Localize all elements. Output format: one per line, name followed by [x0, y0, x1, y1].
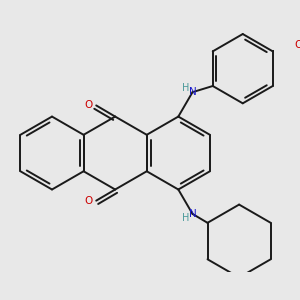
Text: H: H: [182, 83, 189, 93]
Text: O: O: [294, 40, 300, 50]
Text: O: O: [84, 196, 92, 206]
Text: N: N: [189, 87, 197, 97]
Text: H: H: [182, 213, 189, 223]
Text: N: N: [189, 209, 197, 219]
Text: O: O: [84, 100, 92, 110]
